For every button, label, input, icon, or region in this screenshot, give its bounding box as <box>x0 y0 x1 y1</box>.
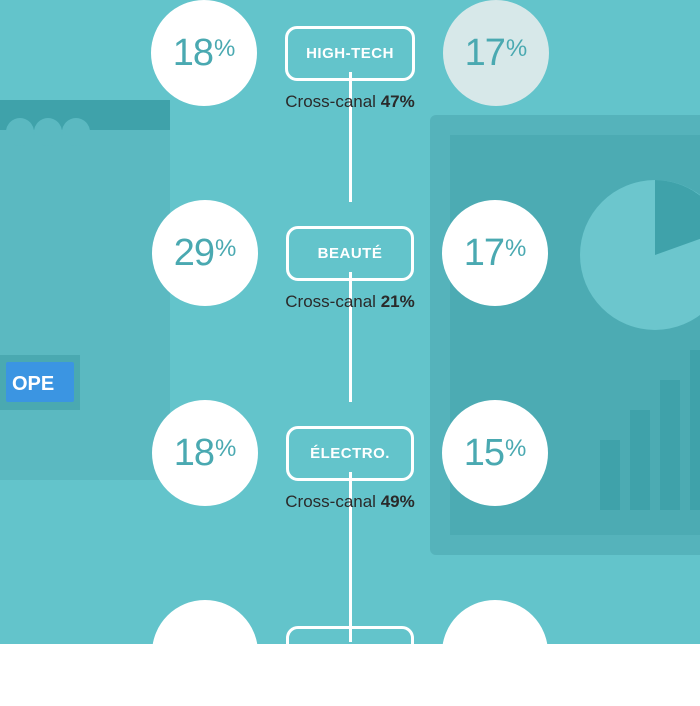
right-bubble <box>442 600 548 706</box>
right-bubble: 17% <box>442 200 548 306</box>
pct-sign: % <box>505 235 526 263</box>
cross-canal-caption: Cross-canal 47% <box>0 92 700 112</box>
category-box: BEAUTÉ <box>286 226 414 281</box>
cross-canal-caption: Cross-canal 21% <box>0 292 700 312</box>
right-value: 15 <box>464 432 504 475</box>
right-bubble: 17% <box>443 0 549 106</box>
category-label: ÉLECTRO. <box>310 445 390 462</box>
caption-value: 49% <box>381 492 415 511</box>
category-label: BEAUTÉ <box>318 245 383 262</box>
left-value: 18 <box>174 432 214 475</box>
caption-label: Cross-canal <box>285 292 380 311</box>
left-bubble: 29% <box>152 200 258 306</box>
caption-label: Cross-canal <box>285 92 380 111</box>
left-bubble: 18% <box>152 400 258 506</box>
category-box <box>286 626 414 680</box>
left-bubble <box>152 600 258 706</box>
left-value: 18 <box>173 32 213 75</box>
cross-canal-caption: Cross-canal 49% <box>0 492 700 512</box>
category-row: 29% BEAUTÉ 17% <box>0 200 700 306</box>
pct-sign: % <box>215 435 236 463</box>
category-box: HIGH-TECH <box>285 26 415 81</box>
diagram-layer: 18% HIGH-TECH 17% Cross-canal 47% 29% BE… <box>0 0 700 644</box>
right-bubble: 15% <box>442 400 548 506</box>
category-box: ÉLECTRO. <box>286 426 414 481</box>
caption-label: Cross-canal <box>285 492 380 511</box>
caption-value: 47% <box>381 92 415 111</box>
category-row-partial <box>0 600 700 706</box>
pct-sign: % <box>505 435 526 463</box>
category-label: HIGH-TECH <box>306 45 394 62</box>
caption-value: 21% <box>381 292 415 311</box>
right-value: 17 <box>464 232 504 275</box>
pct-sign: % <box>214 35 235 63</box>
pct-sign: % <box>215 235 236 263</box>
left-bubble: 18% <box>151 0 257 106</box>
category-row: 18% ÉLECTRO. 15% <box>0 400 700 506</box>
left-value: 29 <box>174 232 214 275</box>
right-value: 17 <box>465 32 505 75</box>
pct-sign: % <box>506 35 527 63</box>
category-row: 18% HIGH-TECH 17% <box>0 0 700 106</box>
